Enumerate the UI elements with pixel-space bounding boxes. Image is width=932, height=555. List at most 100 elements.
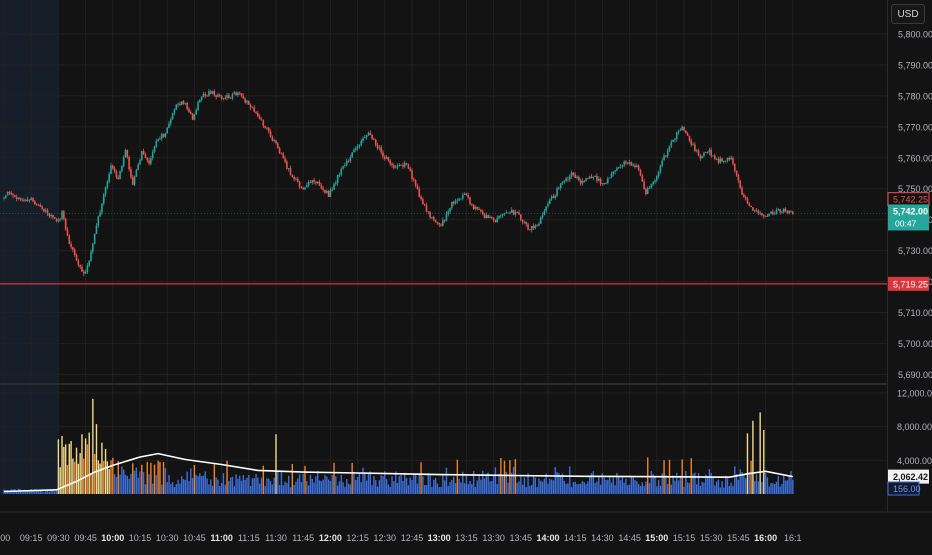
volume-bar — [581, 480, 584, 494]
volume-bar — [639, 485, 642, 494]
price-axis[interactable]: 5,800.00 5,790.00 5,780.00 5,770.00 5,760.00… — [887, 30, 932, 380]
candle-body — [471, 204, 473, 205]
candle-body — [300, 186, 303, 188]
volume-bar — [494, 467, 497, 494]
volume-bar — [737, 479, 740, 494]
candle-body — [402, 165, 404, 167]
candle-body — [66, 229, 69, 236]
volume-bar — [487, 472, 489, 494]
candle-body — [708, 149, 711, 153]
candle-body — [480, 210, 482, 212]
volume-bar — [61, 435, 63, 494]
volume-bar — [217, 479, 219, 494]
candle-body — [447, 211, 450, 214]
volume-bar — [349, 484, 352, 494]
candle-body — [101, 203, 103, 213]
volume-bar — [224, 484, 226, 494]
candle-body — [590, 176, 593, 178]
time-tick-label: 13:15 — [455, 533, 478, 543]
volume-bar — [404, 472, 406, 494]
candle-body — [264, 125, 266, 128]
candle-body — [490, 216, 493, 219]
volume-bar — [697, 473, 700, 494]
candle-body — [630, 162, 633, 166]
volume-bar — [333, 462, 335, 494]
volume-bar — [489, 481, 491, 494]
volume-bar — [233, 486, 235, 494]
candle-body — [70, 243, 72, 248]
time-tick-label: 09:45 — [74, 533, 97, 543]
volume-bar — [86, 444, 89, 494]
candle-body — [52, 214, 54, 218]
candle-body — [768, 213, 771, 217]
candle-body — [369, 132, 372, 135]
candle-body — [262, 120, 265, 126]
candle-body — [409, 168, 411, 171]
volume-bar — [159, 461, 161, 494]
candle-body — [371, 134, 373, 140]
candle-body — [764, 216, 767, 217]
candle-body — [295, 178, 297, 180]
volume-bar — [685, 470, 687, 494]
price-tick-label: 5,700.00 — [898, 339, 932, 349]
candle-body — [208, 91, 210, 96]
time-axis[interactable]: :00 09:15 09:30 09:45 10:00 10:15 10:30 10:45 11… — [0, 533, 802, 543]
candle-body — [240, 93, 243, 97]
candle-body — [202, 94, 205, 98]
volume-bar — [451, 479, 453, 494]
candle-body — [349, 157, 352, 162]
candle-body — [84, 271, 87, 274]
time-tick-label: 10:45 — [183, 533, 206, 543]
volume-bar — [534, 477, 537, 494]
candle-body — [476, 207, 479, 209]
candle-body — [246, 100, 248, 103]
candle-body — [333, 184, 335, 190]
candle-body — [692, 144, 694, 146]
candle-body — [73, 249, 76, 255]
volume-bar — [496, 484, 498, 494]
volume-bar — [351, 462, 353, 494]
volume-bar — [447, 485, 449, 494]
volume-bar — [75, 447, 78, 494]
volume-bar — [122, 469, 125, 494]
volume-bar — [364, 472, 366, 494]
candle-body — [445, 213, 448, 221]
volume-bar — [530, 485, 533, 494]
volume-bar — [148, 474, 150, 494]
volume-bar — [518, 481, 520, 494]
candle-body — [215, 95, 217, 97]
volume-bar — [182, 479, 185, 494]
candle-body — [393, 165, 395, 168]
time-tick-label: 15:00 — [645, 533, 668, 543]
volume-bar — [99, 463, 101, 494]
candle-body — [748, 203, 751, 206]
volume-bar — [313, 482, 315, 494]
volume-average-badge — [888, 469, 929, 484]
volume-bar — [520, 476, 522, 494]
price-tick-label: 5,780.00 — [898, 91, 932, 101]
candle-body — [26, 199, 29, 202]
candle-body — [144, 154, 147, 158]
candle-body — [438, 222, 440, 225]
candle-body — [309, 181, 312, 183]
volume-bar — [133, 470, 136, 494]
currency-button[interactable]: USD — [891, 4, 925, 24]
candle-body — [110, 165, 112, 174]
volume-bar — [106, 461, 109, 494]
volume-bar — [317, 470, 319, 494]
volume-bar — [569, 466, 571, 494]
candle-body — [21, 199, 23, 201]
candle-body — [432, 217, 435, 220]
volume-bar — [231, 476, 234, 494]
volume-bar — [442, 474, 444, 494]
volume-axis[interactable]: 12,000.00 8,000.00 4,000.00 2,062.42 156.00 — [887, 389, 932, 496]
volume-bar — [197, 476, 199, 494]
candle-body — [492, 218, 495, 220]
volume-bar — [612, 477, 614, 494]
candles — [3, 88, 794, 277]
candle-body — [505, 212, 508, 214]
candle-body — [469, 197, 471, 205]
volume-bar — [237, 478, 239, 494]
